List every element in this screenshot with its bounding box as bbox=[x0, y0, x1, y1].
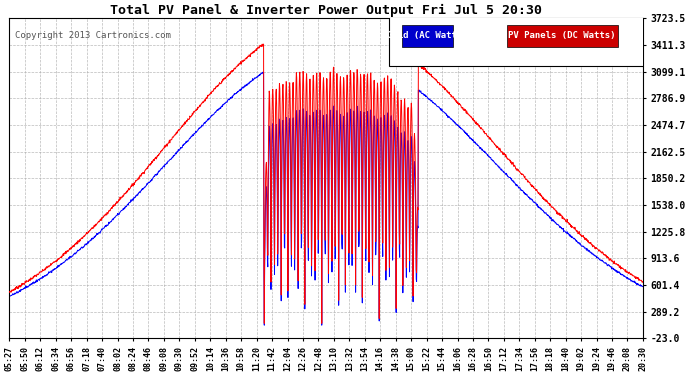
Text: Copyright 2013 Cartronics.com: Copyright 2013 Cartronics.com bbox=[15, 31, 171, 40]
Text: PV Panels (DC Watts): PV Panels (DC Watts) bbox=[509, 32, 615, 40]
FancyBboxPatch shape bbox=[402, 25, 453, 47]
FancyBboxPatch shape bbox=[506, 25, 618, 47]
Text: Grid (AC Watts): Grid (AC Watts) bbox=[387, 32, 468, 40]
FancyBboxPatch shape bbox=[389, 15, 656, 66]
Title: Total PV Panel & Inverter Power Output Fri Jul 5 20:30: Total PV Panel & Inverter Power Output F… bbox=[110, 4, 542, 17]
